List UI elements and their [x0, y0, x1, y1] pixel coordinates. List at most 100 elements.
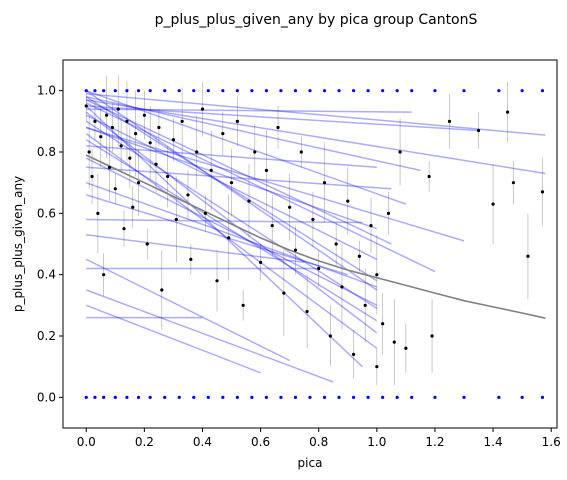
data-point: [270, 224, 274, 228]
x-tick-label: 0.6: [251, 435, 270, 449]
x-tick-label: 1.6: [542, 435, 561, 449]
boundary-point: [540, 395, 545, 399]
data-point: [375, 273, 379, 277]
boundary-point: [351, 395, 356, 399]
data-point: [160, 288, 164, 292]
x-axis-ticks: 0.0 0.2 0.4 0.6 0.8 1.0 1.2 1.4 1.6: [77, 428, 561, 449]
fit-line: [85, 102, 436, 273]
fit-line: [85, 89, 407, 205]
data-point: [346, 199, 350, 203]
data-point: [186, 193, 190, 197]
boundary-point: [125, 89, 129, 93]
boundary-point: [264, 89, 269, 93]
data-point: [491, 202, 495, 206]
fit-line: [86, 145, 377, 169]
boundary-point: [250, 395, 254, 399]
data-point: [305, 309, 309, 314]
boundary-point: [235, 89, 239, 93]
data-point: [189, 257, 193, 261]
fit-line: [85, 120, 378, 310]
boundary-point: [337, 89, 341, 93]
boundary-point: [93, 395, 97, 399]
boundary-point: [148, 89, 152, 93]
data-point: [317, 266, 321, 271]
y-tick-label: 1.0: [37, 84, 56, 98]
data-point: [282, 291, 286, 295]
data-point: [235, 119, 239, 123]
boundary-point: [163, 89, 167, 93]
boundary-point: [136, 395, 141, 399]
data-point: [104, 113, 109, 117]
boundary-point: [337, 395, 341, 399]
boundary-point: [177, 89, 181, 93]
data-point: [122, 227, 126, 231]
data-point: [119, 144, 123, 148]
boundary-point: [136, 89, 141, 93]
data-point: [134, 132, 138, 136]
y-axis-ticks: 0.0 0.2 0.4 0.6 0.8 1.0: [37, 84, 63, 404]
fit-line: [85, 90, 378, 291]
boundary-point: [395, 89, 399, 93]
fit-line: [85, 157, 378, 306]
boundary-point: [206, 395, 210, 399]
plot-frame: [62, 59, 558, 429]
fit-line: [85, 111, 378, 334]
data-point: [264, 168, 269, 172]
data-point: [427, 174, 431, 179]
boundary-point: [113, 89, 117, 93]
data-point: [136, 181, 141, 185]
data-point: [328, 334, 332, 338]
data-point: [363, 303, 367, 307]
boundary-point: [93, 89, 97, 93]
fit-line: [85, 304, 261, 374]
x-tick-label: 1.0: [367, 435, 386, 449]
data-point: [221, 132, 225, 136]
boundary-point: [84, 395, 88, 399]
data-point: [102, 273, 106, 277]
data-point: [476, 128, 481, 133]
data-point: [430, 334, 434, 338]
data-point: [90, 174, 94, 179]
fit-line: [86, 108, 412, 113]
x-tick-label: 0.8: [309, 435, 328, 449]
boundary-point: [462, 395, 466, 399]
fit-line: [86, 92, 546, 136]
data-point: [351, 352, 356, 356]
fit-line: [85, 194, 349, 276]
data-point: [511, 181, 516, 185]
fit-line: [86, 105, 479, 132]
boundary-point: [433, 395, 437, 399]
data-point: [200, 107, 205, 111]
boundary-point: [279, 395, 283, 399]
fit-line: [85, 126, 465, 242]
data-point: [311, 217, 315, 222]
data-point: [299, 150, 303, 154]
fit-line: [85, 139, 378, 322]
data-point: [131, 205, 135, 209]
fit-line: [86, 234, 305, 264]
boundary-point: [308, 395, 312, 399]
boundary-point: [462, 89, 466, 93]
data-point: [386, 211, 391, 215]
data-point: [276, 125, 280, 130]
data-point: [154, 162, 158, 166]
x-tick-label: 1.2: [425, 435, 444, 449]
data-point: [381, 322, 385, 326]
fit-line: [86, 96, 421, 172]
data-point: [110, 125, 114, 130]
boundary-point: [102, 395, 106, 399]
data-point: [447, 119, 452, 123]
boundary-point: [520, 395, 524, 399]
fit-line: [85, 96, 378, 282]
x-axis-label: pica: [298, 456, 323, 470]
fit-line: [85, 132, 378, 349]
data-point: [229, 181, 234, 185]
boundary-point: [322, 89, 327, 93]
plot-area: [84, 75, 546, 399]
data-point: [93, 119, 97, 123]
fit-line: [86, 99, 546, 175]
data-point: [540, 190, 545, 194]
